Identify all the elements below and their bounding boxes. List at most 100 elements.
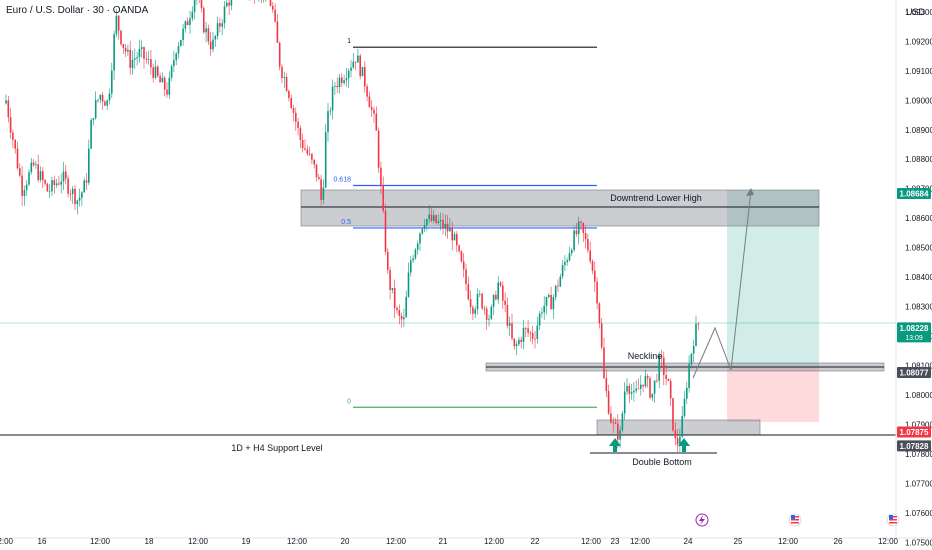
zone-downtrend-lower-high[interactable] — [300, 189, 820, 227]
candle-body — [414, 249, 417, 259]
candle-body — [184, 21, 187, 29]
candle-body — [520, 339, 522, 342]
candle-body — [598, 303, 601, 324]
candle-body — [605, 378, 608, 392]
candle-body — [439, 219, 442, 222]
candle-body — [380, 167, 382, 186]
candle-body — [301, 140, 304, 149]
candle-body — [361, 67, 364, 77]
candle-body — [690, 353, 693, 365]
time-tick-label: 24 — [684, 537, 693, 546]
candle-body — [410, 260, 412, 273]
candle-body — [557, 285, 559, 287]
candle-body — [364, 67, 366, 87]
candle-body — [37, 164, 39, 180]
candle-body — [492, 294, 495, 307]
fib-level-label: 0.5 — [341, 219, 351, 226]
zone-support-box[interactable] — [596, 419, 761, 436]
candle-body — [35, 164, 37, 166]
zone-label-neckline: Neckline — [628, 351, 663, 361]
price-badge — [897, 187, 931, 199]
candle-body — [324, 132, 327, 188]
candle-body — [127, 49, 129, 52]
price-badge-label: 1.08077 — [900, 368, 929, 377]
candle-body — [538, 313, 541, 326]
fibonacci-retracement[interactable]: 1 0.618 0.5 0 — [333, 38, 597, 408]
candle-body — [548, 294, 550, 298]
candle-body — [92, 118, 95, 120]
candle-body — [387, 251, 389, 270]
symbol-title[interactable]: Euro / U.S. Dollar · 30 · OANDA — [6, 5, 149, 16]
price-tick-label: 1.07500 — [905, 539, 932, 548]
candle-body — [154, 66, 157, 78]
candle-body — [508, 323, 511, 326]
candle-body — [564, 262, 566, 266]
candle-body — [511, 323, 513, 339]
candle-body — [495, 294, 497, 300]
candle-body — [115, 15, 118, 35]
candle-body — [221, 23, 223, 27]
candle-body — [189, 18, 191, 26]
time-tick-label: 12:00 — [630, 537, 651, 546]
candle-body — [610, 413, 612, 423]
candle-body — [306, 149, 309, 154]
candle-body — [341, 77, 343, 83]
candle-body — [612, 422, 614, 424]
candle-body — [577, 221, 580, 235]
candle-body — [60, 181, 62, 185]
us-flag-icon[interactable] — [886, 513, 900, 527]
projection-path[interactable] — [692, 189, 752, 379]
candle-body — [614, 422, 617, 424]
candle-body — [182, 28, 184, 41]
candle-body — [513, 338, 516, 347]
candle-body — [453, 233, 456, 241]
time-tick-label: 22 — [531, 537, 540, 546]
candle-body — [575, 230, 578, 235]
candle-body — [299, 127, 302, 141]
price-badge-sublabel: 13:09 — [905, 335, 923, 342]
candle-body — [403, 317, 405, 320]
fib-level-label: 0 — [347, 398, 351, 405]
price-badge-label: 1.07828 — [900, 442, 929, 451]
candle-body — [423, 225, 426, 229]
candle-body — [382, 185, 384, 211]
candle-body — [214, 36, 217, 40]
candle-body — [534, 338, 536, 340]
lightning-event-icon[interactable] — [695, 513, 709, 527]
price-tick-label: 1.09200 — [905, 37, 932, 46]
candle-body — [377, 130, 380, 168]
currency-label[interactable]: USD — [906, 7, 926, 17]
candle-body — [391, 288, 394, 290]
price-tick-label: 1.09300 — [905, 8, 932, 17]
candle-body — [469, 299, 472, 308]
candle-body — [633, 390, 635, 393]
candle-body — [663, 357, 665, 376]
candle-body — [331, 86, 334, 111]
position-target-zone[interactable] — [727, 190, 819, 367]
candle-body — [368, 96, 371, 108]
time-tick-label: 12:00 — [90, 537, 111, 546]
candle-body — [642, 384, 644, 387]
candle-body — [205, 28, 207, 33]
candle-body — [230, 0, 233, 6]
time-axis[interactable]: 12:00 16 12:00 18 12:00 19 12:00 20 12:00 21 12:00… — [0, 537, 899, 546]
candle-body — [288, 91, 290, 99]
candle-body — [559, 276, 562, 287]
candle-body — [686, 387, 688, 399]
candle-body — [400, 315, 403, 320]
candle-body — [393, 288, 396, 308]
candle-body — [97, 99, 99, 101]
time-tick-label: 26 — [834, 537, 843, 546]
candle-body — [695, 323, 697, 346]
candle-body — [207, 28, 210, 42]
candle-body — [504, 300, 506, 306]
candle-body — [407, 272, 410, 297]
candle-body — [529, 332, 532, 334]
us-flag-icon[interactable] — [788, 513, 802, 527]
candle-body — [39, 171, 42, 180]
position-stop-zone[interactable] — [727, 367, 819, 422]
candle-body — [370, 107, 373, 110]
time-tick-label: 18 — [145, 537, 154, 546]
price-tick-label: 1.08300 — [905, 303, 932, 312]
